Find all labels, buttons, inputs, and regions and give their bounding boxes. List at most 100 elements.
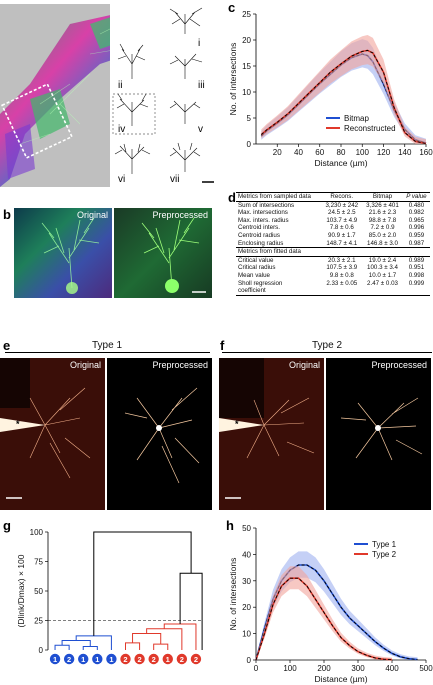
series-band <box>256 551 418 660</box>
panel-c-sholl-chart: 20 40 60 80 100 120 140 160 0 5 10 15 20 25 Distance (… <box>228 10 433 168</box>
cell-p: 0.982 <box>408 209 425 217</box>
leaf-label: 2 <box>180 655 184 664</box>
x-tick-label: 500 <box>419 664 433 673</box>
row-label: Critical radius <box>238 264 276 272</box>
leaf-marker <box>106 653 117 665</box>
x-tick-label: 80 <box>337 148 346 157</box>
tracing-label-iv: iv <box>118 124 126 135</box>
y-axis-label: (Dlink/Dmax) × 100 <box>16 554 26 627</box>
x-tick-label: 60 <box>315 148 324 157</box>
table-row: Centroid radius 90.9 ± 1.7 85.0 ± 2.0 0.959 <box>236 232 430 240</box>
y-tick-label: 40 <box>242 550 251 559</box>
panel-label-b: b <box>3 207 11 222</box>
col-bitmap-header: Bitmap <box>362 192 403 202</box>
cell-recons: 107.5 ± 3.9 <box>326 264 358 272</box>
cell-bitmap: 21.6 ± 2.3 <box>368 209 397 217</box>
table-row: Sum of intersections 3,230 ± 242 3,326 ± 4… <box>236 201 430 209</box>
leaf-label: 1 <box>109 655 113 664</box>
table-row: Enclosing radius 148.7 ± 4.1 146.8 ± 3.0 0.… <box>236 239 430 249</box>
leaf-marker <box>134 653 145 665</box>
y-tick-label: 25 <box>34 617 43 626</box>
row-label: Centroid radius <box>238 231 280 239</box>
x-tick-label: 40 <box>294 148 303 157</box>
section-sampled-header: Metrics from sampled data <box>236 192 322 202</box>
leaf-label: 2 <box>152 655 156 664</box>
panel-label-h: h <box>226 518 234 533</box>
panel-f-preprocessed-label: Preprocessed <box>371 360 427 370</box>
cell-recons: 7.8 ± 0.6 <box>329 224 354 232</box>
y-tick-label: 0 <box>39 646 44 655</box>
cell-p: 0.480 <box>408 201 425 209</box>
leaf-label: 2 <box>67 655 71 664</box>
x-tick-label: 300 <box>351 664 365 673</box>
x-tick-label: 120 <box>377 148 391 157</box>
y-tick-label: 25 <box>242 10 251 19</box>
series-band <box>261 35 426 144</box>
panel-e-original-image: Original * <box>0 358 105 510</box>
panel-f-title-rule <box>222 352 432 353</box>
row-label: Sholl regression <box>238 279 283 287</box>
cell-bitmap: 98.8 ± 7.8 <box>368 216 397 224</box>
row-label: Max. inters. radius <box>238 216 289 224</box>
metrics-table: Metrics from sampled data Recons. Bitmap… <box>236 192 430 296</box>
leaf-label: 1 <box>166 655 170 664</box>
row-label: Mean value <box>238 271 270 279</box>
section-fitted-header: Metrics from fitted data <box>236 247 430 257</box>
cell-recons: 103.7 ± 4.9 <box>326 216 358 224</box>
y-tick-label: 50 <box>34 587 43 596</box>
cell-p: 0.996 <box>408 224 425 232</box>
panel-b-preprocessed-label: Preprocessed <box>152 210 208 220</box>
x-tick-label: 400 <box>385 664 399 673</box>
panel-e-preprocessed-label: Preprocessed <box>152 360 208 370</box>
y-tick-label: 100 <box>30 528 44 537</box>
col-p-header: P value <box>402 192 430 202</box>
cell-bitmap: 10.0 ± 1.7 <box>368 271 397 279</box>
y-tick-label: 50 <box>242 524 251 533</box>
y-tick-label: 30 <box>242 577 251 586</box>
cell-recons: 3,230 ± 242 <box>325 201 359 209</box>
x-tick-label: 200 <box>317 664 331 673</box>
cell-p: 0.999 <box>408 279 425 287</box>
y-tick-label: 75 <box>34 558 43 567</box>
x-axis-label: Distance (µm) <box>314 158 367 168</box>
panel-label-d: d <box>228 190 236 205</box>
cell-recons: 2.33 ± 0.05 <box>326 279 358 287</box>
y-tick-label: 20 <box>242 36 251 45</box>
legend-label: Bitmap <box>344 114 369 123</box>
panel-label-g: g <box>3 518 11 533</box>
cell-recons: 9.8 ± 0.8 <box>329 271 354 279</box>
cell-recons: 20.3 ± 2.1 <box>328 256 356 264</box>
panel-e-preprocessed-image: Preprocessed <box>107 358 212 510</box>
dendrogram-link <box>54 644 70 650</box>
leaf-marker <box>49 653 61 665</box>
y-tick-label: 20 <box>242 603 251 612</box>
panel-b-original-label: Original <box>76 210 108 220</box>
y-tick-label: 0 <box>247 656 252 665</box>
dendrogram-link <box>125 642 141 650</box>
x-tick-label: 20 <box>273 148 282 157</box>
leaf-label: 1 <box>95 655 99 664</box>
fit-curve <box>261 49 427 144</box>
table-row: Critical value 20.3 ± 2.1 19.0 ± 2.4 0.989 <box>236 256 430 264</box>
dendrogram-link <box>75 635 112 650</box>
dendrogram-link <box>82 645 98 650</box>
panel-e-original-label: Original <box>69 360 101 370</box>
legend-label: Type 2 <box>372 550 397 559</box>
tracing-label-ii: ii <box>118 80 123 91</box>
table-row: Centroid inters. 7.8 ± 0.6 7.2 ± 0.9 0.996 <box>236 224 430 232</box>
table-row: Sholl regression 2.33 ± 0.05 2.47 ± 0.03 0.… <box>236 280 430 288</box>
leaf-marker <box>162 653 173 665</box>
leaf-label: 2 <box>138 655 142 664</box>
legend-label: Type 1 <box>372 540 397 549</box>
cell-bitmap: 3,326 ± 401 <box>366 201 399 209</box>
row-label: Centroid inters. <box>238 224 280 232</box>
dendrogram-link <box>179 572 203 650</box>
leaf-marker <box>63 653 75 665</box>
panel-e-soma-marker: * <box>16 419 20 429</box>
x-tick-label: 140 <box>398 148 412 157</box>
leaf-label: 2 <box>123 655 127 664</box>
x-tick-label: 0 <box>254 664 259 673</box>
table-header-row: Metrics from sampled data Recons. Bitmap… <box>236 192 430 202</box>
leaf-marker <box>190 653 202 665</box>
cell-bitmap: 85.0 ± 2.0 <box>368 231 397 239</box>
